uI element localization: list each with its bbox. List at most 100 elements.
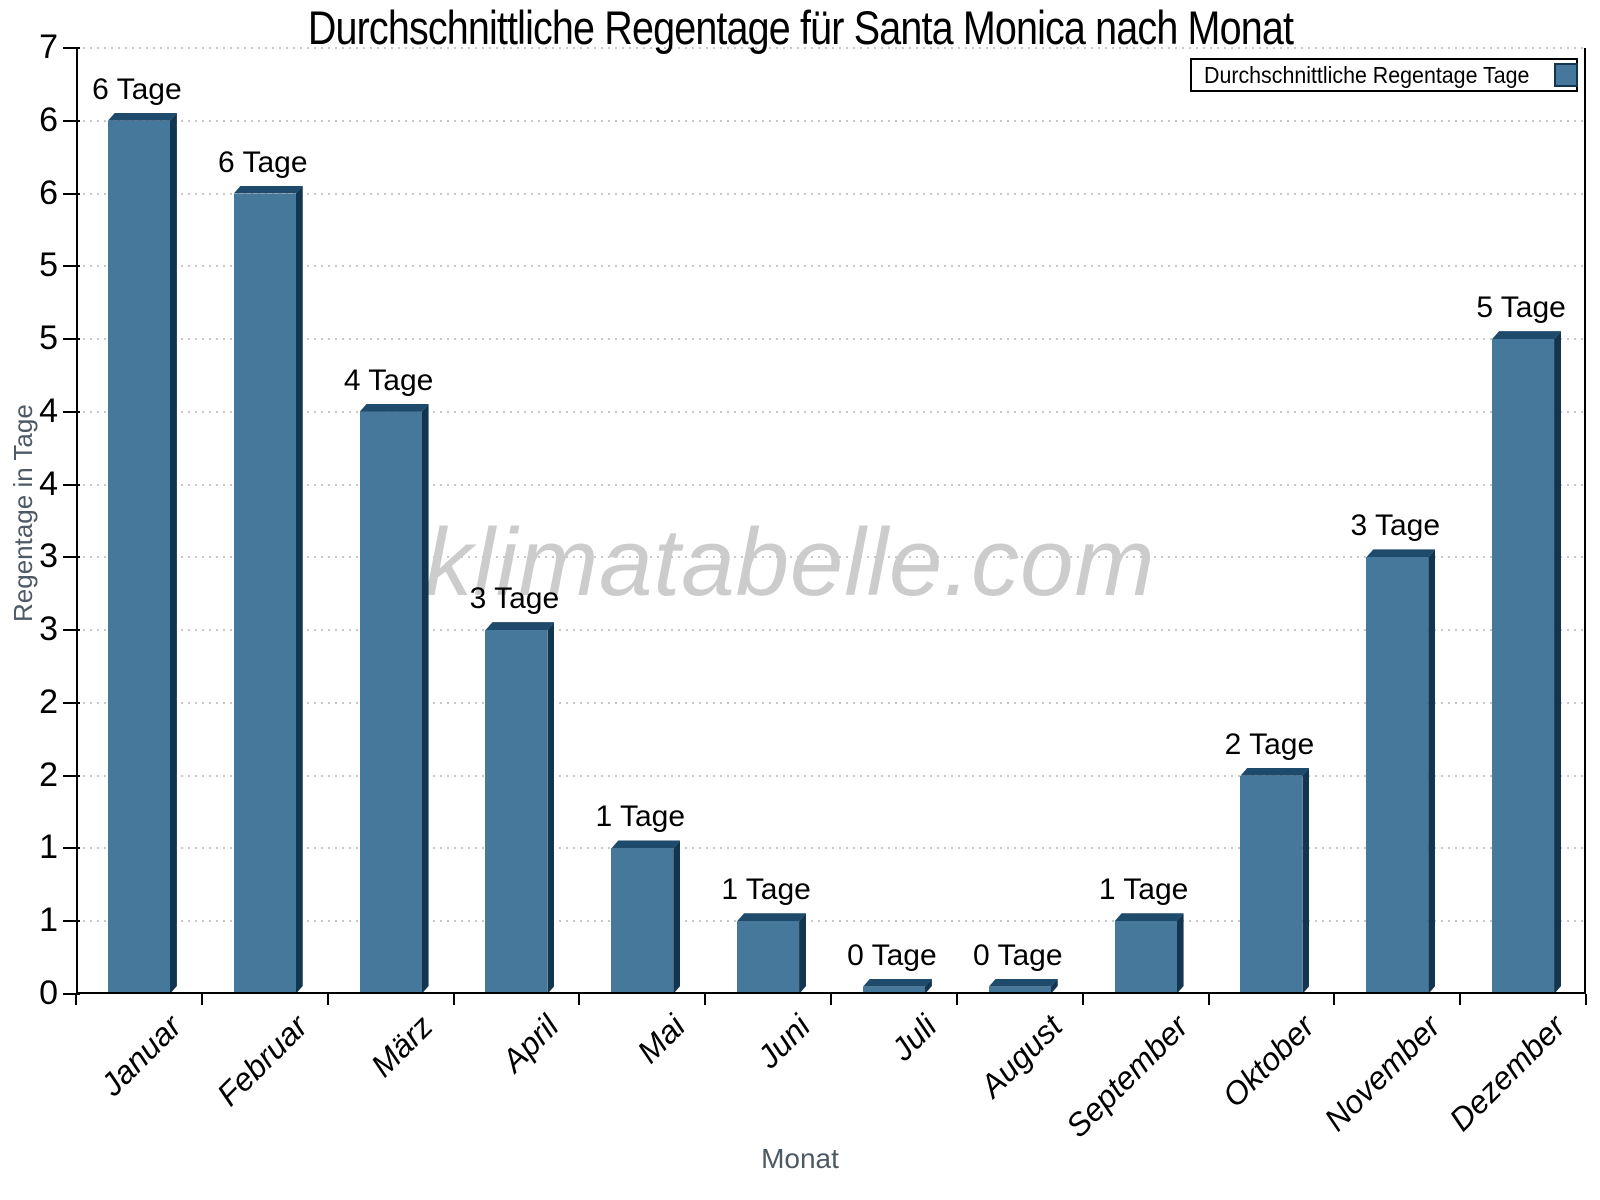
- bar-front-face-august: [988, 986, 1051, 994]
- y-tick-mark: [63, 629, 80, 632]
- bar-side-face-januar: [170, 113, 177, 994]
- bar-front-face-juni: [737, 921, 800, 994]
- bar-september: [1114, 913, 1184, 994]
- bar-value-label-februar: 6 Tage: [217, 145, 308, 179]
- y-tick-label: 2: [39, 755, 58, 794]
- x-category-label-september: September: [1058, 1008, 1196, 1145]
- x-axis-title: Monat: [761, 1143, 839, 1174]
- bar-front-face-marz: [359, 411, 422, 994]
- y-tick-label: 7: [39, 28, 58, 66]
- y-tick-label: 1: [39, 828, 58, 867]
- legend-label: Durchschnittliche Regentage Tage: [1204, 61, 1530, 88]
- legend-swatch-icon: [1553, 63, 1578, 87]
- bar-value-label-november: 3 Tage: [1350, 509, 1441, 543]
- x-tick-mark: [955, 994, 958, 1005]
- y-tick-label: 5: [39, 246, 58, 285]
- gridline: [76, 774, 1586, 777]
- bar-side-face-september: [1177, 913, 1184, 994]
- bar-value-label-juli: 0 Tage: [847, 938, 937, 972]
- bar-top-face-februar: [234, 186, 303, 194]
- gridline: [76, 119, 1586, 122]
- bar-front-face-oktober: [1240, 775, 1303, 994]
- bar-front-face-februar: [233, 193, 296, 994]
- x-tick-mark: [704, 994, 707, 1005]
- y-tick-mark: [63, 265, 80, 268]
- x-category-label-august: August: [973, 1008, 1070, 1104]
- y-axis-title: Regentage in Tage: [8, 404, 38, 622]
- bar-top-face-marz: [360, 404, 429, 412]
- bar-front-face-september: [1114, 921, 1177, 994]
- y-tick-label: 5: [39, 319, 58, 358]
- gridline: [76, 338, 1586, 341]
- bar-side-face-november: [1428, 549, 1435, 994]
- bar-value-label-marz: 4 Tage: [343, 363, 434, 397]
- gridline: [76, 483, 1586, 486]
- x-tick-mark: [1459, 994, 1462, 1005]
- chart-title-text: Durchschnittliche Regentage für Santa Mo…: [307, 1, 1293, 54]
- bar-oktober: [1240, 768, 1309, 994]
- x-tick-mark: [326, 994, 329, 1005]
- page-title: Durchschnittliche Regentage für Santa Mo…: [0, 0, 1600, 55]
- x-category-label-juli: Juli: [883, 1008, 944, 1068]
- bar-side-face-juli: [925, 979, 932, 994]
- y-tick-label: 1: [39, 901, 58, 940]
- x-category-label-dezember: Dezember: [1442, 1008, 1573, 1138]
- bar-top-face-oktober: [1240, 768, 1309, 776]
- bar-value-label-september: 1 Tage: [1098, 873, 1189, 907]
- x-category-label-oktober: Oktober: [1214, 1008, 1321, 1114]
- y-tick-label: 3: [39, 537, 58, 576]
- bar-value-label-mai: 1 Tage: [595, 800, 686, 834]
- x-tick-mark: [578, 994, 581, 1005]
- watermark: klimatabelle.com: [424, 509, 1156, 616]
- y-tick-mark: [63, 847, 80, 850]
- bar-value-label-april: 3 Tage: [469, 582, 560, 616]
- bar-top-face-dezember: [1492, 331, 1561, 339]
- bar-top-face-juni: [737, 913, 806, 921]
- x-category-label-februar: Februar: [209, 1008, 315, 1113]
- x-category-label-januar: Januar: [93, 1008, 189, 1103]
- bar-front-face-januar: [107, 120, 170, 994]
- y-tick-mark: [63, 701, 80, 704]
- y-tick-label: 4: [39, 391, 58, 430]
- bar-top-face-mai: [611, 840, 680, 848]
- y-tick-mark: [63, 410, 80, 413]
- x-category-label-marz: März: [364, 1008, 441, 1084]
- gridline: [76, 701, 1586, 704]
- x-tick-mark: [1207, 994, 1210, 1005]
- x-category-label-juni: Juni: [750, 1008, 818, 1075]
- bar-top-face-januar: [108, 113, 177, 121]
- bar-juni: [737, 913, 806, 994]
- gridline: [76, 47, 1586, 49]
- bar-front-face-juli: [862, 986, 925, 994]
- bar-front-face-mai: [611, 848, 674, 994]
- x-tick-mark: [200, 994, 203, 1005]
- y-tick-mark: [63, 774, 80, 777]
- x-category-label-mai: Mai: [629, 1008, 692, 1070]
- bar-side-face-februar: [296, 186, 303, 994]
- gridline: [76, 192, 1586, 195]
- y-tick-label: 4: [39, 464, 58, 503]
- bar-februar: [233, 186, 303, 994]
- x-tick-mark: [452, 994, 455, 1005]
- bar-januar: [107, 113, 177, 994]
- bar-value-label-dezember: 5 Tage: [1476, 291, 1566, 325]
- x-tick-mark: [75, 994, 77, 1005]
- bar-value-label-januar: 6 Tage: [92, 72, 182, 106]
- x-category-label-april: April: [495, 1008, 566, 1079]
- bar-top-face-august: [989, 979, 1058, 987]
- gridline: [76, 629, 1586, 632]
- x-tick-mark: [1081, 994, 1084, 1005]
- y-tick-mark: [63, 192, 80, 195]
- bar-value-label-juni: 1 Tage: [721, 873, 811, 907]
- y-tick-mark: [63, 556, 80, 559]
- x-tick-mark: [1585, 994, 1587, 1005]
- bar-side-face-mai: [673, 840, 680, 994]
- bar-top-face-april: [485, 622, 554, 630]
- y-tick-mark: [63, 119, 80, 122]
- bar-top-face-juli: [863, 979, 932, 987]
- bar-side-face-oktober: [1302, 768, 1309, 994]
- bar-side-face-august: [1051, 979, 1058, 994]
- x-tick-mark: [1333, 994, 1336, 1005]
- bar-front-face-november: [1366, 557, 1429, 994]
- x-tick-mark: [830, 994, 832, 1005]
